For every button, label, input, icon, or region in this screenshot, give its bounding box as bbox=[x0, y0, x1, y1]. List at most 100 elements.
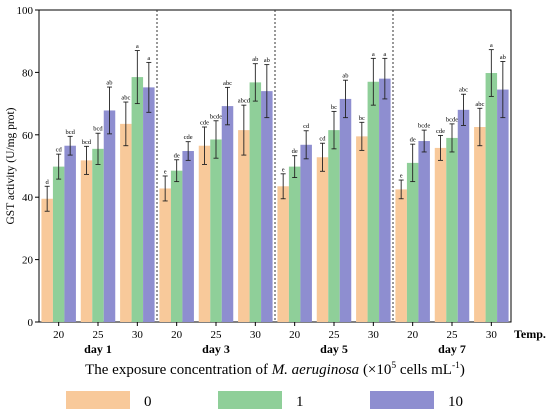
significance-letter: ab bbox=[106, 80, 112, 87]
significance-letter: ab bbox=[252, 56, 258, 63]
legend-swatch-0 bbox=[66, 391, 130, 409]
y-tick-label-2: 40 bbox=[22, 192, 34, 204]
significance-letter: cd bbox=[303, 123, 310, 130]
significance-letter: bcd bbox=[65, 129, 75, 136]
bar-10-3-0 bbox=[418, 141, 430, 322]
significance-letter: ab bbox=[264, 57, 270, 64]
bar-10-2-1 bbox=[339, 98, 352, 322]
significance-letter: a bbox=[383, 51, 386, 58]
significance-letter: e bbox=[282, 166, 285, 173]
bar-10-3-1 bbox=[457, 109, 470, 322]
x-tick-label: 30 bbox=[486, 329, 498, 341]
significance-letter: cd bbox=[319, 136, 326, 143]
day-label: day 3 bbox=[202, 342, 230, 356]
significance-letter: e bbox=[400, 173, 403, 180]
significance-letter: abcd bbox=[238, 98, 251, 105]
bar-0-3-2 bbox=[474, 127, 486, 322]
significance-letter: cde bbox=[184, 134, 193, 141]
bar-10-2-0 bbox=[300, 144, 312, 322]
bar-1-1-1 bbox=[210, 139, 222, 322]
bar-1-0-1 bbox=[92, 148, 104, 322]
bar-0-2-1 bbox=[316, 157, 329, 322]
bar-1-2-0 bbox=[288, 166, 301, 322]
y-tick-label-4: 80 bbox=[22, 67, 34, 79]
significance-letter: cd bbox=[56, 147, 63, 154]
bar-0-0-1 bbox=[80, 160, 93, 322]
bar-0-1-2 bbox=[238, 130, 250, 322]
bar-1-0-0 bbox=[52, 166, 65, 322]
bar-10-2-2 bbox=[379, 78, 391, 322]
bar-0-3-1 bbox=[434, 147, 447, 322]
x-tick-label: 30 bbox=[368, 329, 380, 341]
significance-letter: cde bbox=[436, 128, 445, 135]
significance-letter: bcde bbox=[418, 123, 430, 130]
bar-10-0-1 bbox=[103, 110, 116, 323]
bar-10-1-2 bbox=[261, 91, 273, 323]
bar-1-1-2 bbox=[249, 82, 262, 322]
bar-0-1-0 bbox=[159, 188, 171, 322]
bar-1-3-1 bbox=[446, 137, 458, 322]
y-tick-label-0: 0 bbox=[28, 317, 34, 329]
bar-10-0-2 bbox=[143, 87, 155, 322]
significance-letter: bc bbox=[359, 115, 365, 122]
significance-letter: cde bbox=[200, 120, 209, 127]
bar-0-0-0 bbox=[41, 198, 53, 322]
significance-letter: d bbox=[46, 179, 50, 186]
bar-0-1-1 bbox=[198, 145, 211, 322]
legend-label-1: 1 bbox=[296, 394, 304, 410]
x-tick-label: 20 bbox=[171, 329, 183, 341]
x-tick-label: 20 bbox=[289, 329, 301, 341]
y-tick-label-3: 60 bbox=[22, 130, 34, 142]
x-tick-label: 25 bbox=[211, 329, 223, 341]
bar-1-2-2 bbox=[367, 81, 380, 322]
significance-letter: ab bbox=[342, 73, 348, 80]
significance-letter: bcd bbox=[93, 126, 103, 133]
bar-1-3-0 bbox=[406, 162, 419, 322]
bar-0-3-0 bbox=[395, 189, 407, 322]
bar-0-0-2 bbox=[120, 123, 132, 322]
bar-1-3-2 bbox=[485, 73, 498, 322]
day-label: day 7 bbox=[438, 342, 466, 356]
significance-letter: ab bbox=[500, 54, 506, 61]
significance-letter: a bbox=[490, 42, 493, 49]
significance-letter: a bbox=[147, 55, 150, 62]
legend-label-0: 0 bbox=[144, 394, 152, 410]
significance-letter: abc bbox=[121, 95, 130, 102]
legend-swatch-10 bbox=[370, 391, 434, 409]
legend-swatch-1 bbox=[218, 391, 282, 409]
significance-letter: e bbox=[164, 168, 167, 175]
legend-label-10: 10 bbox=[448, 394, 463, 410]
bar-0-2-2 bbox=[356, 136, 368, 322]
significance-letter: bcd bbox=[82, 139, 92, 146]
significance-letter: abc bbox=[223, 80, 232, 87]
x-axis-title: The exposure concentration of M. aerugin… bbox=[85, 361, 465, 378]
significance-letter: de bbox=[292, 148, 298, 155]
x-tick-label: 25 bbox=[329, 329, 341, 341]
x-tick-label: 25 bbox=[93, 329, 105, 341]
y-tick-label-1: 20 bbox=[22, 255, 34, 267]
x-tick-label: 25 bbox=[447, 329, 459, 341]
significance-letter: abc bbox=[475, 101, 484, 108]
bar-1-1-0 bbox=[170, 170, 183, 322]
bar-1-2-1 bbox=[328, 130, 340, 322]
significance-letter: bcde bbox=[210, 113, 222, 120]
significance-letter: abc bbox=[459, 87, 468, 94]
bar-10-3-2 bbox=[497, 89, 509, 322]
day-label: day 5 bbox=[320, 342, 348, 356]
significance-letter: bc bbox=[331, 104, 337, 111]
bar-0-2-0 bbox=[277, 186, 289, 322]
significance-letter: de bbox=[410, 137, 416, 144]
x-tick-label: 30 bbox=[132, 329, 144, 341]
significance-letter: a bbox=[372, 51, 375, 58]
y-axis-title: GST activity (U/mg prot) bbox=[5, 107, 17, 224]
significance-letter: bcde bbox=[446, 116, 458, 123]
x-tick-label: 20 bbox=[53, 329, 65, 341]
bar-1-0-2 bbox=[131, 77, 144, 322]
day-label: day 1 bbox=[84, 342, 112, 356]
y-tick-label-5: 100 bbox=[17, 5, 34, 17]
bar-10-1-0 bbox=[182, 151, 194, 322]
x-tick-label: 30 bbox=[250, 329, 262, 341]
significance-letter: a bbox=[136, 43, 139, 50]
bar-10-0-0 bbox=[64, 145, 76, 322]
